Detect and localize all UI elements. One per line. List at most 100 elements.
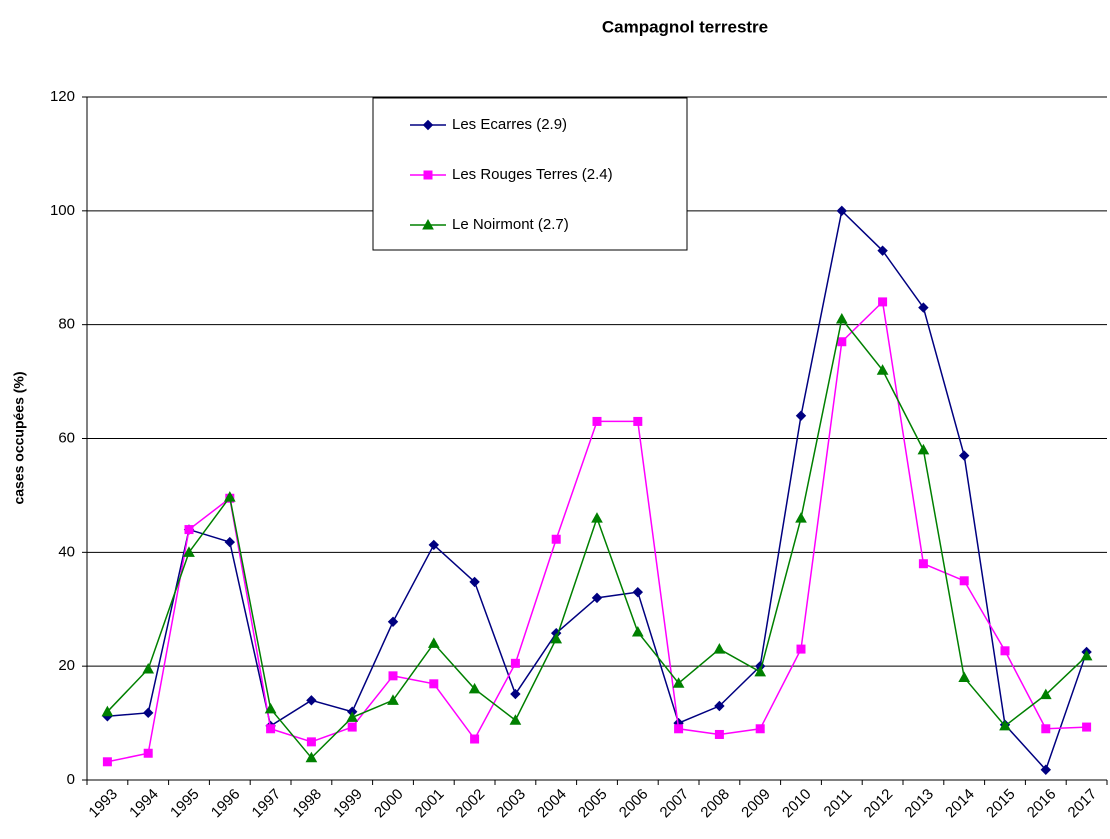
x-tick-label: 2012 [861, 786, 897, 822]
data-point [551, 534, 561, 544]
data-point [102, 757, 112, 767]
data-point [387, 616, 399, 627]
data-point [266, 724, 276, 734]
series-line [107, 300, 1087, 763]
data-point [346, 711, 359, 722]
data-point [1041, 724, 1051, 734]
data-point [184, 525, 194, 535]
y-tick-label: 120 [50, 88, 75, 105]
x-tick-label: 1998 [289, 786, 325, 822]
y-tick-label: 40 [58, 543, 75, 560]
data-point [876, 364, 889, 375]
data-point [142, 707, 154, 719]
data-point [631, 625, 644, 637]
x-tick-label: 2006 [616, 786, 652, 822]
data-point [633, 416, 643, 426]
legend: Les Ecarres (2.9) Les Rouges Terres (2.4)… [372, 97, 688, 251]
x-tick-label: 1993 [85, 786, 121, 822]
data-point [306, 737, 316, 747]
x-tick-label: 2011 [821, 786, 856, 821]
data-point [714, 700, 725, 712]
data-point [183, 546, 195, 557]
legend-label: Le Noirmont (2.7) [452, 216, 569, 233]
data-point [1080, 649, 1093, 661]
data-point [958, 450, 970, 461]
data-point [795, 410, 807, 421]
x-tick-label: 1997 [249, 786, 285, 822]
data-point [387, 694, 399, 705]
data-point [468, 682, 481, 694]
data-point [632, 586, 644, 598]
y-tick-label: 20 [58, 657, 75, 674]
data-point [592, 416, 602, 426]
data-point [142, 662, 155, 674]
legend-marker [423, 170, 433, 180]
data-point [999, 719, 1011, 731]
data-point [469, 576, 480, 588]
data-point [224, 536, 236, 548]
data-point [672, 677, 685, 688]
x-tick-label: 2016 [1024, 786, 1060, 822]
legend-marker [422, 218, 434, 230]
data-point [223, 491, 236, 502]
data-point [347, 722, 357, 732]
data-point [591, 592, 603, 604]
data-point [1040, 764, 1052, 775]
y-tick-label: 60 [58, 429, 75, 446]
data-point [428, 539, 440, 551]
x-tick-label: 1999 [330, 786, 366, 822]
data-point [796, 644, 806, 654]
x-tick-label: 1996 [208, 786, 244, 822]
data-point [755, 724, 765, 734]
x-tick-label: 2000 [371, 786, 407, 822]
data-point [591, 512, 603, 523]
data-point [427, 637, 440, 648]
data-point [713, 643, 726, 654]
x-tick-label: 2001 [412, 786, 448, 822]
data-point [1082, 722, 1092, 732]
data-point [510, 688, 521, 700]
y-axis-label: cases occupées (%) [11, 371, 27, 504]
x-tick-label: 1994 [126, 786, 162, 822]
y-tick-label: 0 [67, 771, 75, 788]
x-tick-label: 2014 [942, 786, 978, 822]
x-tick-label: 1995 [167, 786, 203, 822]
data-point [917, 443, 930, 455]
data-point [958, 671, 971, 683]
data-point [429, 679, 439, 689]
data-point [714, 729, 724, 739]
data-point [674, 724, 684, 734]
data-point [143, 748, 153, 758]
data-point [510, 658, 520, 668]
x-tick-label: 2010 [779, 786, 815, 822]
data-point [877, 245, 888, 256]
x-tick-label: 2007 [657, 786, 693, 822]
y-tick-label: 80 [58, 316, 75, 333]
data-point [918, 302, 929, 313]
data-point [1000, 646, 1010, 656]
data-point [754, 665, 767, 677]
data-point [470, 734, 480, 744]
x-tick-label: 2009 [738, 786, 774, 822]
data-point [550, 632, 563, 644]
x-tick-label: 2005 [575, 786, 611, 822]
data-point [918, 559, 928, 569]
x-tick-label: 2003 [493, 786, 529, 822]
series-line [106, 317, 1088, 759]
data-point [835, 312, 848, 324]
data-point [837, 337, 847, 347]
series-line [107, 209, 1088, 772]
data-point [101, 705, 114, 717]
data-point [795, 512, 807, 523]
legend-label: Les Ecarres (2.9) [452, 116, 567, 133]
data-point [306, 695, 317, 706]
chart-title: Campagnol terrestre [602, 17, 768, 36]
x-tick-label: 2013 [901, 786, 937, 822]
legend-marker [422, 119, 434, 131]
data-point [509, 714, 522, 725]
x-tick-label: 2004 [534, 786, 570, 822]
x-tick-label: 2015 [983, 786, 1019, 822]
y-tick-label: 100 [50, 202, 75, 219]
legend-label: Les Rouges Terres (2.4) [452, 166, 613, 183]
